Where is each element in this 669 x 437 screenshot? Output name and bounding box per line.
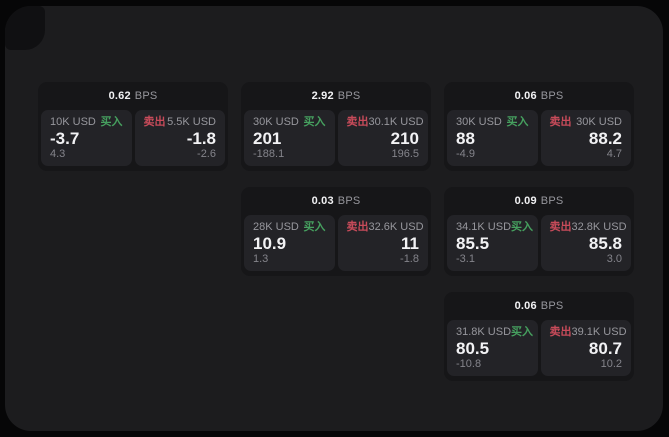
main-panel: 0.62 BPS 10K USD 买入 -3.7 4.3 卖出 5.5K USD <box>5 6 663 431</box>
buy-size: 34.1K USD <box>456 221 512 233</box>
bps-unit-label: BPS <box>337 195 361 207</box>
sell-panel[interactable]: 卖出 32.6K USD 11 -1.8 <box>337 215 428 271</box>
sell-size: 30.1K USD <box>368 116 424 128</box>
buy-price: -3.7 <box>50 129 80 148</box>
buy-size: 28K USD <box>253 221 299 233</box>
sell-price: 11 <box>401 234 419 253</box>
bps-value: 0.06 <box>514 300 537 312</box>
window-corner-tile <box>5 6 45 50</box>
card-body: 34.1K USD 买入 85.5 -3.1 卖出 32.8K USD 85.8… <box>447 215 631 271</box>
buy-price: 85.5 <box>456 234 490 253</box>
sell-price: 210 <box>390 129 419 148</box>
buy-panel[interactable]: 34.1K USD 买入 85.5 -3.1 <box>447 215 538 271</box>
buy-side-label: 买入 <box>506 116 529 128</box>
buy-panel[interactable]: 28K USD 买入 10.9 1.3 <box>244 215 335 271</box>
quotes-grid: 0.62 BPS 10K USD 买入 -3.7 4.3 卖出 5.5K USD <box>38 82 634 381</box>
sell-panel[interactable]: 卖出 5.5K USD -1.8 -2.6 <box>134 110 225 166</box>
sell-size: 32.8K USD <box>571 221 627 233</box>
card-header: 0.06 BPS <box>447 82 631 110</box>
buy-price: 201 <box>253 129 282 148</box>
bps-unit-label: BPS <box>540 195 564 207</box>
bps-unit-label: BPS <box>540 90 564 102</box>
buy-change: 4.3 <box>50 148 66 160</box>
buy-size: 31.8K USD <box>456 326 512 338</box>
sell-price: 85.8 <box>588 234 622 253</box>
bps-value: 2.92 <box>311 90 334 102</box>
sell-panel[interactable]: 卖出 30K USD 88.2 4.7 <box>540 110 631 166</box>
buy-change: -10.8 <box>456 358 482 370</box>
sell-size: 5.5K USD <box>167 116 216 128</box>
bps-value: 0.03 <box>311 195 334 207</box>
buy-size: 30K USD <box>456 116 502 128</box>
bps-unit-label: BPS <box>540 300 564 312</box>
quote-card[interactable]: 0.03 BPS 28K USD 买入 10.9 1.3 卖出 32.6K US… <box>241 187 431 276</box>
sell-panel[interactable]: 卖出 32.8K USD 85.8 3.0 <box>540 215 631 271</box>
sell-side-label: 卖出 <box>346 221 369 233</box>
buy-panel[interactable]: 10K USD 买入 -3.7 4.3 <box>41 110 132 166</box>
sell-side-label: 卖出 <box>549 326 572 338</box>
buy-side-label: 买入 <box>303 221 326 233</box>
buy-change: -4.9 <box>456 148 475 160</box>
quote-card[interactable]: 0.62 BPS 10K USD 买入 -3.7 4.3 卖出 5.5K USD <box>38 82 228 171</box>
card-header: 2.92 BPS <box>244 82 428 110</box>
sell-change: 4.7 <box>606 148 622 160</box>
sell-change: -1.8 <box>400 253 419 265</box>
buy-side-label: 买入 <box>100 116 123 128</box>
card-header: 0.06 BPS <box>447 292 631 320</box>
card-body: 31.8K USD 买入 80.5 -10.8 卖出 39.1K USD 80.… <box>447 320 631 376</box>
card-header: 0.62 BPS <box>41 82 225 110</box>
buy-side-label: 买入 <box>511 221 534 233</box>
buy-change: -3.1 <box>456 253 475 265</box>
card-body: 30K USD 买入 201 -188.1 卖出 30.1K USD 210 1… <box>244 110 428 166</box>
card-body: 10K USD 买入 -3.7 4.3 卖出 5.5K USD -1.8 -2.… <box>41 110 225 166</box>
buy-size: 10K USD <box>50 116 96 128</box>
sell-change: 3.0 <box>606 253 622 265</box>
quote-card[interactable]: 0.06 BPS 30K USD 买入 88 -4.9 卖出 30K USD <box>444 82 634 171</box>
quote-card[interactable]: 2.92 BPS 30K USD 买入 201 -188.1 卖出 30.1K … <box>241 82 431 171</box>
buy-panel[interactable]: 30K USD 买入 201 -188.1 <box>244 110 335 166</box>
buy-price: 80.5 <box>456 339 490 358</box>
card-header: 0.03 BPS <box>244 187 428 215</box>
card-body: 30K USD 买入 88 -4.9 卖出 30K USD 88.2 4.7 <box>447 110 631 166</box>
sell-change: 196.5 <box>391 148 419 160</box>
buy-side-label: 买入 <box>511 326 534 338</box>
sell-price: 80.7 <box>588 339 622 358</box>
bps-unit-label: BPS <box>337 90 361 102</box>
card-header: 0.09 BPS <box>447 187 631 215</box>
buy-price: 88 <box>456 129 475 148</box>
bps-value: 0.62 <box>108 90 131 102</box>
sell-panel[interactable]: 卖出 30.1K USD 210 196.5 <box>337 110 428 166</box>
buy-price: 10.9 <box>253 234 287 253</box>
sell-side-label: 卖出 <box>143 116 166 128</box>
sell-panel[interactable]: 卖出 39.1K USD 80.7 10.2 <box>540 320 631 376</box>
sell-size: 32.6K USD <box>368 221 424 233</box>
sell-size: 39.1K USD <box>571 326 627 338</box>
bps-value: 0.06 <box>514 90 537 102</box>
buy-panel[interactable]: 31.8K USD 买入 80.5 -10.8 <box>447 320 538 376</box>
sell-size: 30K USD <box>576 116 622 128</box>
bps-value: 0.09 <box>514 195 537 207</box>
buy-change: 1.3 <box>253 253 269 265</box>
sell-change: -2.6 <box>197 148 216 160</box>
buy-panel[interactable]: 30K USD 买入 88 -4.9 <box>447 110 538 166</box>
sell-side-label: 卖出 <box>346 116 369 128</box>
buy-size: 30K USD <box>253 116 299 128</box>
quote-card[interactable]: 0.06 BPS 31.8K USD 买入 80.5 -10.8 卖出 39.1… <box>444 292 634 381</box>
buy-side-label: 买入 <box>303 116 326 128</box>
quote-card[interactable]: 0.09 BPS 34.1K USD 买入 85.5 -3.1 卖出 32.8K… <box>444 187 634 276</box>
sell-price: 88.2 <box>588 129 622 148</box>
buy-change: -188.1 <box>253 148 285 160</box>
sell-change: 10.2 <box>600 358 622 370</box>
bps-unit-label: BPS <box>134 90 158 102</box>
sell-side-label: 卖出 <box>549 221 572 233</box>
card-body: 28K USD 买入 10.9 1.3 卖出 32.6K USD 11 -1.8 <box>244 215 428 271</box>
sell-price: -1.8 <box>186 129 216 148</box>
sell-side-label: 卖出 <box>549 116 572 128</box>
